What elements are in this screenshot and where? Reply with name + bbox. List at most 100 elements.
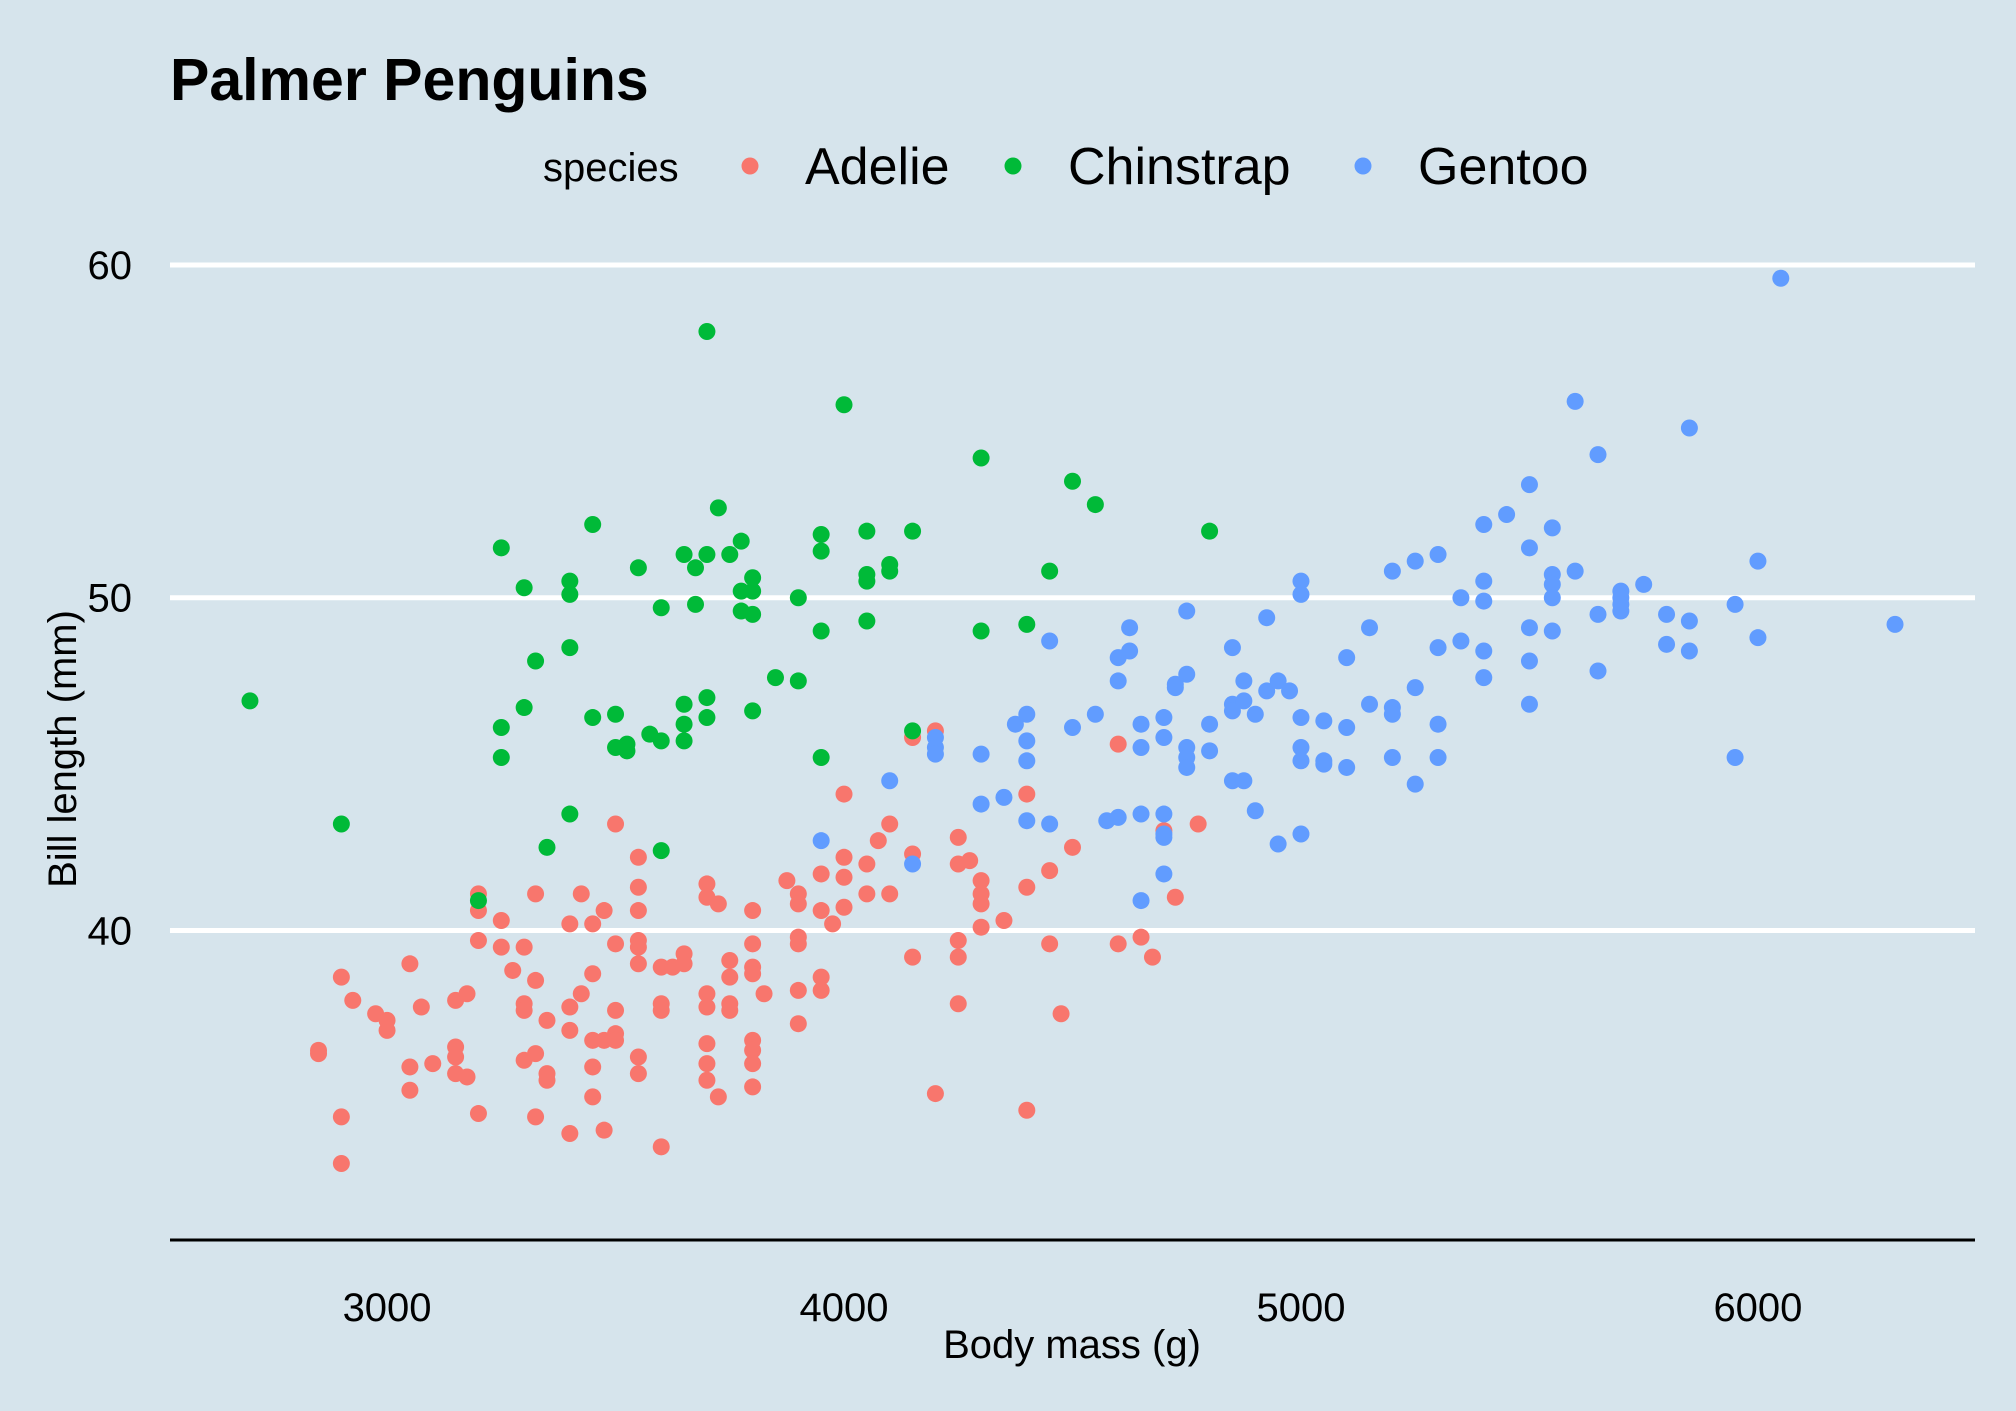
data-point-adelie (629, 938, 647, 956)
data-point-adelie (949, 995, 967, 1013)
data-point-gentoo (1109, 672, 1127, 690)
data-point-adelie (789, 981, 807, 999)
data-point-chinstrap (561, 639, 579, 657)
data-point-adelie (344, 991, 362, 1009)
data-point-adelie (332, 1108, 350, 1126)
data-point-chinstrap (675, 732, 693, 750)
data-point-gentoo (1292, 825, 1310, 843)
data-point-chinstrap (675, 695, 693, 713)
data-point-chinstrap (687, 595, 705, 613)
data-point-chinstrap (515, 579, 533, 597)
data-point-chinstrap (561, 572, 579, 590)
data-point-chinstrap (652, 732, 670, 750)
data-point-adelie (1052, 1005, 1070, 1023)
data-point-gentoo (1749, 629, 1767, 647)
data-point-adelie (744, 1078, 762, 1096)
data-point-adelie (698, 1035, 716, 1053)
data-point-adelie (835, 785, 853, 803)
data-point-adelie (744, 1055, 762, 1073)
data-point-gentoo (1520, 539, 1538, 557)
data-point-adelie (629, 878, 647, 896)
data-point-adelie (755, 985, 773, 1003)
data-point-gentoo (1201, 742, 1219, 760)
data-point-gentoo (1155, 805, 1173, 823)
data-point-adelie (744, 965, 762, 983)
data-point-gentoo (1566, 562, 1584, 580)
data-point-adelie (949, 948, 967, 966)
data-point-gentoo (1109, 808, 1127, 826)
data-point-chinstrap (584, 709, 602, 727)
data-point-adelie (789, 895, 807, 913)
data-point-gentoo (1475, 516, 1493, 534)
chart-title: Palmer Penguins (170, 47, 649, 113)
data-point-gentoo (1132, 738, 1150, 756)
legend-label-adelie: Adelie (805, 138, 950, 196)
y-axis-ticks: 40 50 60 (88, 244, 133, 954)
data-point-adelie (515, 938, 533, 956)
data-point-adelie (527, 1045, 545, 1063)
data-point-adelie (949, 932, 967, 950)
data-point-adelie (972, 918, 990, 936)
data-point-gentoo (1361, 619, 1379, 637)
data-point-gentoo (1566, 392, 1584, 410)
x-tick-label: 3000 (343, 1286, 432, 1330)
x-axis-ticks: 3000 4000 5000 6000 (343, 1286, 1803, 1330)
data-point-gentoo (1235, 672, 1253, 690)
data-point-gentoo (1338, 649, 1356, 667)
data-point-chinstrap (698, 545, 716, 563)
legend-key-gentoo (1354, 157, 1372, 175)
data-point-adelie (310, 1041, 328, 1059)
data-point-adelie (1018, 1101, 1036, 1119)
data-point-adelie (527, 885, 545, 903)
data-point-adelie (378, 1011, 396, 1029)
data-point-gentoo (1475, 669, 1493, 687)
data-point-gentoo (1155, 729, 1173, 747)
series-adelie (310, 722, 1207, 1172)
data-point-adelie (401, 1058, 419, 1076)
data-point-adelie (584, 1058, 602, 1076)
data-point-gentoo (1520, 619, 1538, 637)
data-point-adelie (926, 1085, 944, 1103)
data-point-chinstrap (469, 892, 487, 910)
data-point-chinstrap (698, 709, 716, 727)
data-point-chinstrap (1064, 472, 1081, 490)
data-point-chinstrap (858, 522, 876, 540)
data-point-gentoo (881, 772, 899, 790)
data-point-adelie (869, 832, 887, 850)
legend-key-chinstrap (1004, 157, 1022, 175)
data-point-chinstrap (904, 522, 922, 540)
data-point-chinstrap (904, 722, 922, 740)
legend-key-adelie (741, 157, 759, 175)
data-point-gentoo (1121, 642, 1139, 660)
data-point-gentoo (1475, 592, 1493, 610)
data-point-adelie (527, 1108, 545, 1126)
data-point-adelie (778, 872, 796, 890)
data-point-adelie (584, 1088, 602, 1106)
data-point-adelie (561, 998, 579, 1016)
data-point-adelie (972, 872, 990, 890)
data-point-gentoo (1155, 709, 1173, 727)
data-point-gentoo (1498, 506, 1516, 524)
gridlines (170, 262, 1975, 934)
data-point-gentoo (1361, 695, 1379, 713)
data-point-gentoo (1292, 738, 1310, 756)
data-point-gentoo (1475, 642, 1493, 660)
data-point-adelie (961, 852, 979, 870)
legend-label-chinstrap: Chinstrap (1068, 138, 1291, 196)
data-point-gentoo (1292, 585, 1310, 603)
y-tick-label: 40 (88, 910, 133, 954)
data-point-adelie (1109, 935, 1127, 953)
data-point-chinstrap (698, 323, 716, 341)
data-point-gentoo (1543, 519, 1561, 537)
data-point-chinstrap (812, 622, 830, 640)
data-point-chinstrap (492, 719, 510, 737)
data-point-adelie (652, 1138, 670, 1156)
data-point-gentoo (1246, 705, 1264, 723)
data-point-gentoo (1406, 775, 1424, 793)
data-point-adelie (629, 955, 647, 973)
data-point-adelie (458, 985, 476, 1003)
data-point-gentoo (926, 745, 944, 763)
data-point-gentoo (1429, 748, 1447, 766)
data-point-adelie (812, 968, 830, 986)
data-point-chinstrap (1201, 522, 1219, 540)
